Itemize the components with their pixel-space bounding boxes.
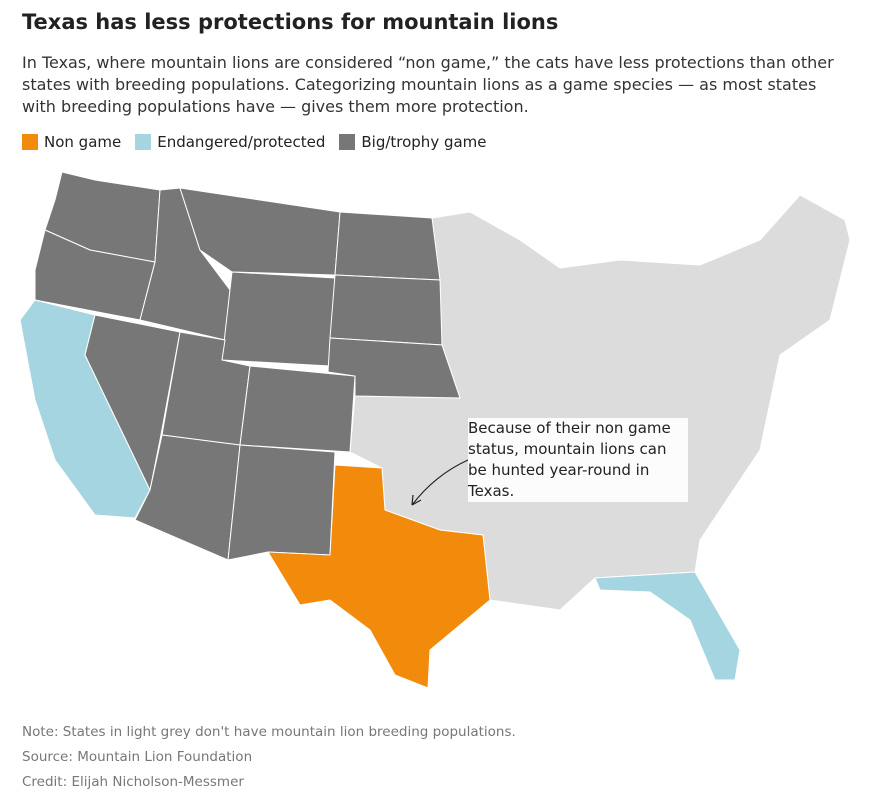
- state: [239, 365, 356, 453]
- state: [179, 187, 341, 276]
- legend-item: Big/trophy game: [339, 133, 487, 151]
- legend-item: Non game: [22, 133, 121, 151]
- map: [19, 171, 851, 689]
- note: Source: Mountain Lion Foundation: [22, 749, 253, 765]
- state: [134, 434, 241, 561]
- legend-swatch: [22, 134, 38, 150]
- state: [329, 274, 443, 346]
- note: Note: States in light grey don't have mo…: [22, 724, 516, 740]
- legend-label: Endangered/protected: [157, 133, 326, 151]
- annotation: Because of their non game status, mounta…: [468, 418, 688, 502]
- state: [267, 464, 491, 689]
- legend-swatch: [339, 134, 356, 150]
- state: [221, 271, 336, 367]
- state: [327, 337, 461, 399]
- note: Credit: Elijah Nicholson-Messmer: [22, 774, 244, 790]
- legend-item: Endangered/protected: [135, 133, 325, 151]
- annotation-arrowhead: [411, 494, 422, 506]
- legend-label: Non game: [44, 133, 122, 151]
- state: [334, 211, 441, 281]
- notes: Note: States in light grey don't have mo…: [22, 720, 516, 795]
- legend-swatch: [135, 134, 152, 150]
- state-grey: [349, 194, 851, 611]
- annotation-arrow: [411, 459, 469, 506]
- state: [594, 571, 741, 681]
- legend: Non game Endangered/protected Big/trophy g…: [22, 133, 487, 151]
- title: Texas has less protections for mountain …: [22, 10, 559, 34]
- state: [227, 444, 336, 561]
- legend-label: Big/trophy game: [361, 133, 487, 151]
- subtitle: In Texas, where mountain lions are consi…: [22, 53, 834, 116]
